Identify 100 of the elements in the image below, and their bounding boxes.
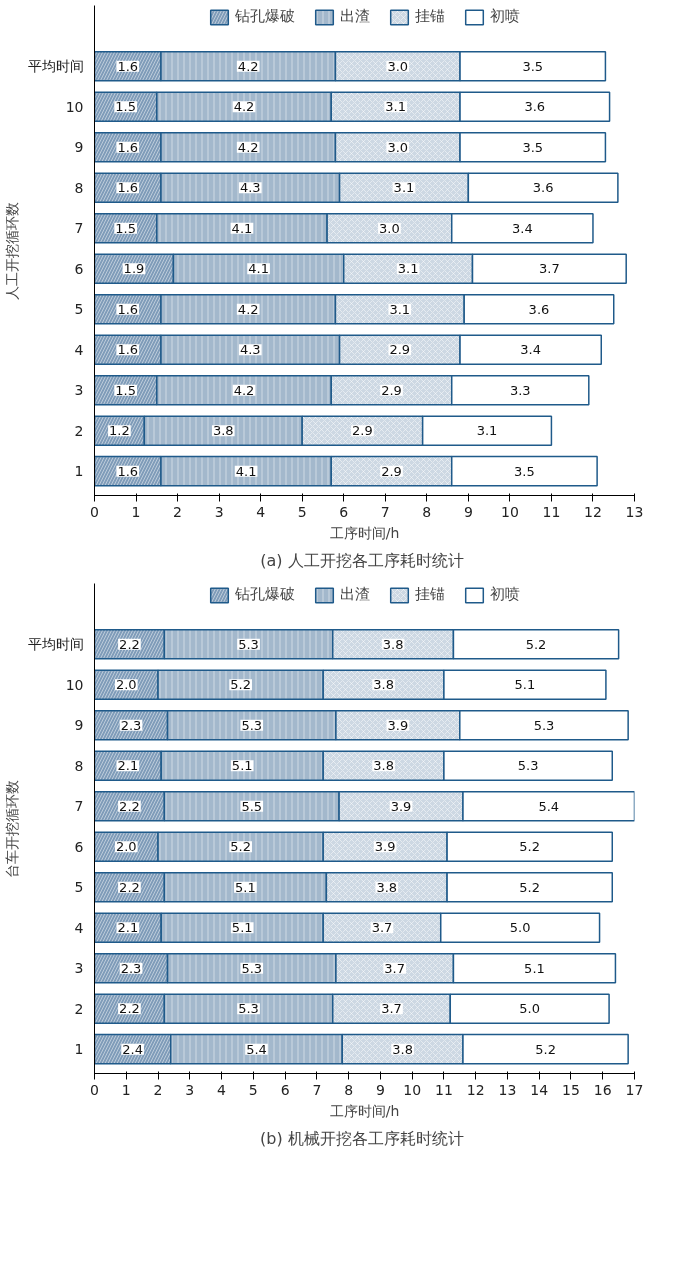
data-label: 1.2	[109, 423, 130, 439]
data-label: 5.1	[514, 677, 536, 693]
data-label: 5.5	[241, 798, 263, 814]
data-label: 1.6	[117, 180, 139, 196]
data-label: 1.5	[115, 99, 136, 115]
data-label: 5.2	[230, 677, 251, 693]
x-tick-label: 1	[131, 503, 141, 520]
data-label: 2.2	[119, 636, 140, 652]
y-tick-label: 5	[74, 879, 84, 896]
data-label: 3.8	[382, 636, 404, 652]
y-tick-label: 10	[65, 98, 84, 115]
legend-label: 钻孔爆破	[235, 585, 295, 604]
data-label: 5.3	[241, 960, 263, 976]
data-label: 3.0	[387, 139, 409, 155]
data-label: 4.1	[235, 463, 257, 479]
x-tick-label: 11	[435, 1081, 453, 1098]
x-tick-label: 11	[542, 503, 561, 520]
y-tick-label: 6	[74, 260, 84, 277]
data-label: 1.6	[117, 301, 139, 317]
data-label: 3.9	[390, 798, 412, 814]
y-tick-label: 6	[74, 838, 84, 855]
x-tick-label: 8	[422, 503, 432, 520]
x-tick-label: 4	[256, 503, 266, 520]
data-label: 3.9	[387, 717, 409, 733]
data-label: 2.3	[120, 960, 142, 976]
data-label: 3.1	[389, 301, 411, 317]
data-label: 2.2	[119, 879, 140, 895]
data-label: 2.9	[352, 423, 373, 439]
x-tick-label: 5	[248, 1081, 258, 1098]
data-label: 4.3	[239, 180, 261, 196]
y-tick-label: 4	[74, 919, 84, 936]
data-label: 5.2	[525, 636, 547, 652]
data-label: 3.0	[387, 58, 409, 74]
y-tick-label: 5	[74, 301, 84, 318]
data-label: 1.6	[117, 58, 139, 74]
data-label: 1.9	[123, 261, 145, 277]
data-label: 2.2	[119, 1001, 140, 1017]
data-label: 5.3	[533, 717, 555, 733]
data-label: 1.5	[115, 382, 136, 398]
x-tick-label: 17	[625, 1081, 644, 1098]
y-tick-label: 8	[74, 179, 84, 196]
data-label: 5.4	[246, 1041, 267, 1057]
legend-label: 挂锚	[415, 7, 445, 26]
data-label: 4.1	[248, 261, 269, 277]
x-tick-label: 0	[90, 503, 99, 520]
data-label: 3.8	[392, 1041, 413, 1057]
data-label: 1.5	[115, 220, 136, 236]
data-label: 5.2	[230, 839, 251, 855]
data-label: 3.7	[371, 920, 393, 936]
data-label: 5.3	[238, 636, 259, 652]
y-tick-label: 7	[74, 798, 84, 815]
data-label: 2.0	[115, 677, 137, 693]
data-label: 2.3	[120, 717, 142, 733]
data-label: 2.1	[117, 920, 139, 936]
y-tick-label: 8	[74, 757, 84, 774]
data-label: 2.4	[122, 1041, 143, 1057]
x-tick-label: 12	[584, 503, 602, 520]
data-label: 5.0	[509, 920, 531, 936]
x-axis-title: 工序时间/h	[329, 1102, 400, 1119]
x-tick-label: 4	[217, 1081, 227, 1098]
data-label: 2.9	[381, 463, 402, 479]
x-tick-label: 3	[185, 1081, 195, 1098]
data-label: 3.0	[379, 220, 400, 236]
x-tick-label: 3	[214, 503, 224, 520]
data-label: 3.6	[524, 99, 546, 115]
x-tick-label: 8	[344, 1081, 354, 1098]
x-tick-label: 7	[312, 1081, 322, 1098]
data-label: 3.7	[539, 261, 560, 277]
data-label: 3.1	[393, 180, 415, 196]
x-tick-label: 13	[625, 503, 644, 520]
data-label: 4.2	[237, 58, 259, 74]
data-label: 2.2	[119, 798, 140, 814]
data-label: 5.0	[519, 1001, 541, 1017]
x-tick-label: 10	[500, 503, 519, 520]
x-tick-label: 7	[380, 503, 390, 520]
data-label: 3.8	[212, 423, 234, 439]
x-tick-label: 6	[339, 503, 349, 520]
data-label: 5.4	[538, 798, 560, 814]
data-label: 3.5	[522, 58, 544, 74]
data-label: 5.2	[519, 839, 541, 855]
data-label: 5.3	[241, 717, 263, 733]
data-label: 3.1	[397, 261, 419, 277]
data-label: 4.1	[231, 220, 253, 236]
x-tick-label: 13	[498, 1081, 517, 1098]
data-label: 3.1	[476, 423, 498, 439]
x-tick-label: 9	[375, 1081, 385, 1098]
x-axis-title: 工序时间/h	[329, 524, 400, 541]
data-label: 5.3	[238, 1001, 259, 1017]
x-tick-label: 12	[466, 1081, 485, 1098]
data-label: 2.9	[381, 382, 402, 398]
x-tick-label: 10	[403, 1081, 422, 1098]
data-label: 3.6	[528, 301, 550, 317]
data-label: 3.7	[381, 1001, 402, 1017]
x-tick-label: 0	[90, 1081, 99, 1098]
data-label: 2.1	[117, 758, 139, 774]
y-tick-label: 3	[74, 960, 84, 977]
data-label: 1.6	[117, 342, 139, 358]
x-tick-label: 15	[562, 1081, 580, 1098]
data-label: 3.8	[376, 879, 398, 895]
data-label: 4.2	[233, 382, 255, 398]
